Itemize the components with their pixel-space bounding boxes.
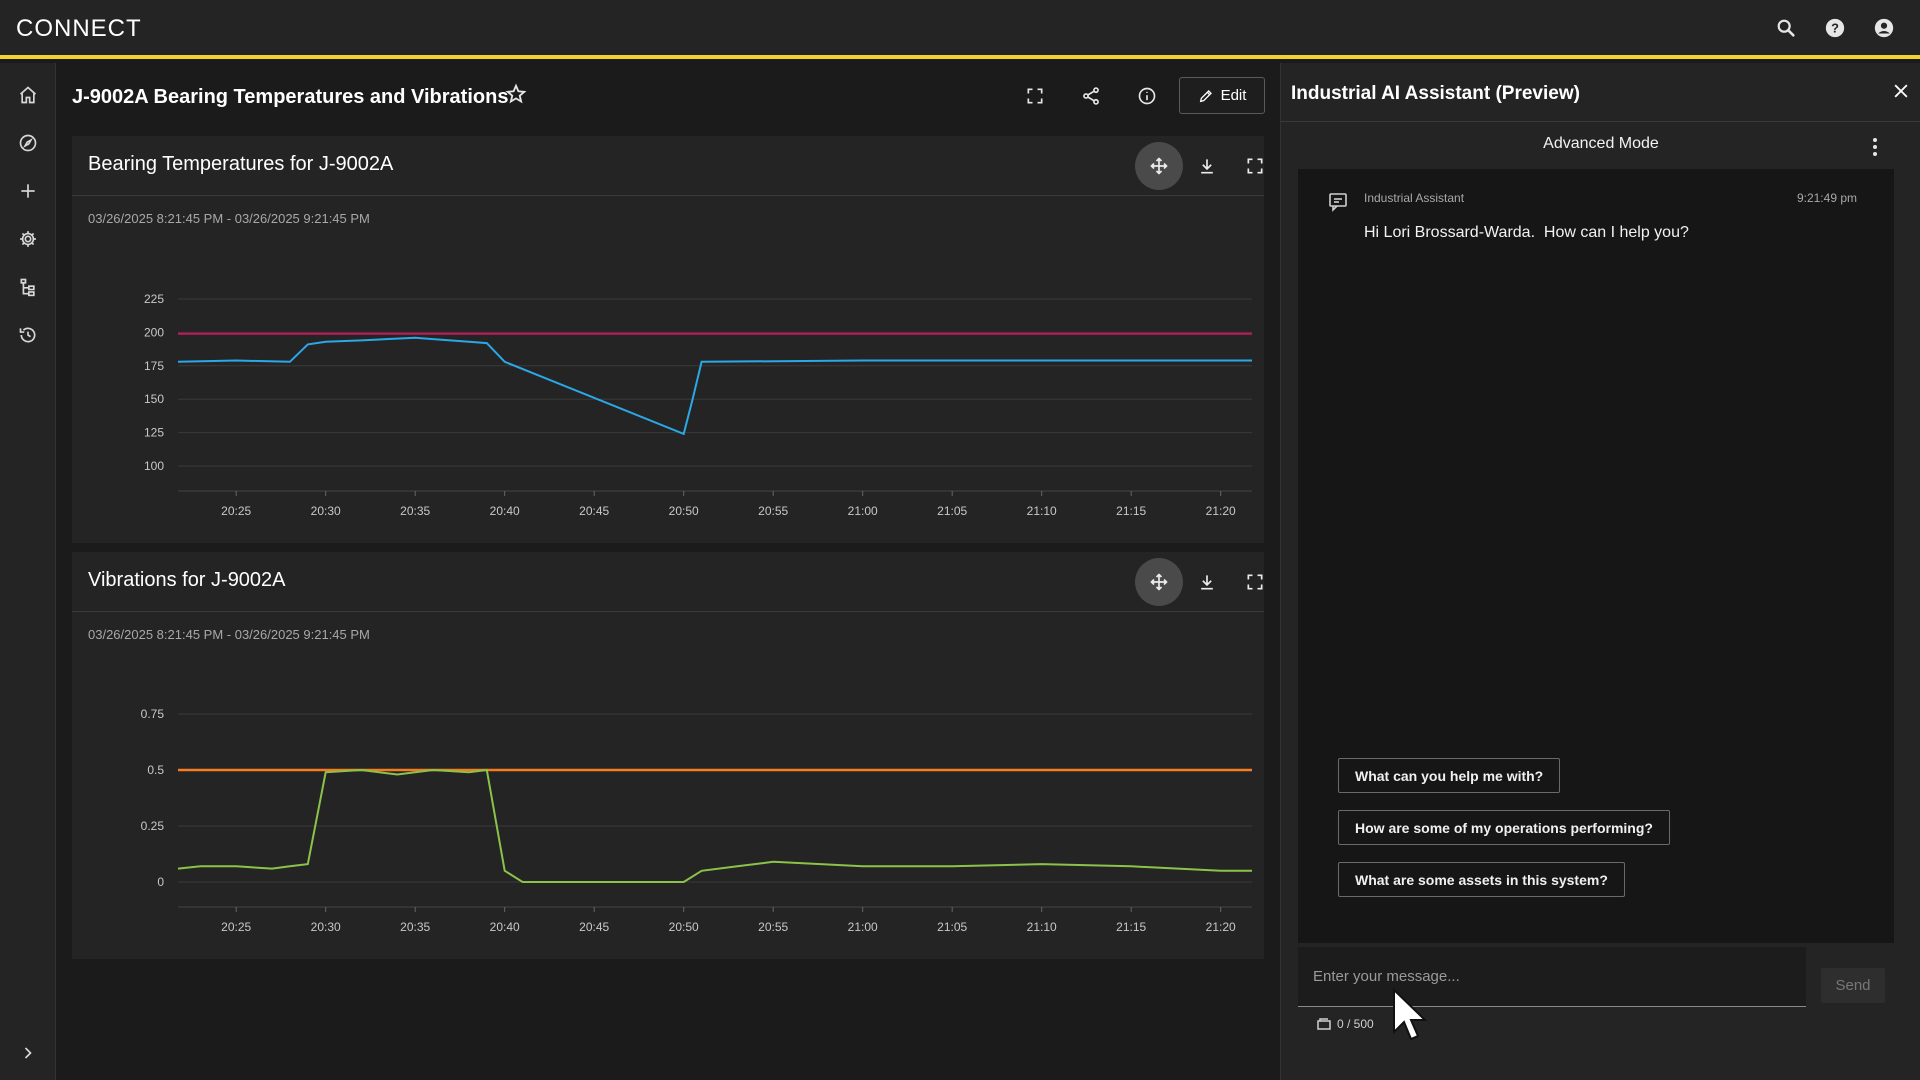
suggestion-button[interactable]: How are some of my operations performing… xyxy=(1338,810,1670,845)
compass-icon[interactable] xyxy=(16,131,40,155)
download-icon[interactable] xyxy=(1183,142,1231,190)
assistant-title: Industrial AI Assistant (Preview) xyxy=(1291,83,1580,104)
gear-icon[interactable] xyxy=(16,227,40,251)
x-tick-label: 21:20 xyxy=(1206,920,1236,934)
x-tick-label: 20:45 xyxy=(579,504,609,518)
message-sender: Industrial Assistant xyxy=(1364,191,1465,205)
temperature-chart: 225 200 175 150 125 100 20:25 20:30 20:35 20:40 20… xyxy=(144,292,1252,518)
x-tick-label: 20:35 xyxy=(400,920,430,934)
help-icon[interactable]: ? xyxy=(1823,16,1847,40)
send-button[interactable]: Send xyxy=(1821,968,1885,1003)
x-tick-label: 21:00 xyxy=(848,504,878,518)
search-icon[interactable] xyxy=(1774,16,1798,40)
x-tick-label: 21:15 xyxy=(1116,504,1146,518)
x-tick-label: 21:05 xyxy=(937,920,967,934)
y-tick-label: 0.25 xyxy=(141,819,165,833)
app-logo[interactable]: CONNECT xyxy=(16,15,142,42)
mouse-cursor-icon xyxy=(1393,988,1428,1041)
favorite-star-icon[interactable] xyxy=(505,83,531,109)
panel-fullscreen-icon[interactable] xyxy=(1231,142,1279,190)
character-counter: 0 / 500 xyxy=(1317,1017,1374,1031)
vibration-chart: 0.75 0.5 0.25 0 20:25 20:30 20:35 20:40 20:45 20:… xyxy=(141,707,1252,934)
share-icon[interactable] xyxy=(1078,83,1104,109)
x-tick-label: 21:10 xyxy=(1027,504,1057,518)
x-tick-label: 20:40 xyxy=(490,920,520,934)
mode-label: Advanced Mode xyxy=(1543,135,1659,152)
edit-button-label: Edit xyxy=(1220,87,1247,104)
vibration-panel: Vibrations for J-9002A 03/26/2025 8:21:4… xyxy=(72,552,1264,959)
dashboard: J-9002A Bearing Temperatures and Vibrati… xyxy=(57,63,1279,1080)
y-tick-label: 0.75 xyxy=(141,707,165,721)
left-nav xyxy=(0,63,56,1080)
download-icon[interactable] xyxy=(1183,558,1231,606)
move-icon[interactable] xyxy=(1135,142,1183,190)
y-tick-label: 200 xyxy=(144,325,164,339)
x-tick-label: 20:50 xyxy=(669,920,699,934)
time-range: 03/26/2025 8:21:45 PM - 03/26/2025 9:21:… xyxy=(88,211,370,226)
x-tick-label: 20:30 xyxy=(311,504,341,518)
x-tick-label: 21:20 xyxy=(1206,504,1236,518)
top-bar: CONNECT ? xyxy=(0,0,1920,59)
svg-text:?: ? xyxy=(1831,21,1839,36)
message-input[interactable] xyxy=(1298,947,1806,1006)
y-tick-label: 100 xyxy=(144,459,164,473)
x-tick-label: 20:55 xyxy=(758,920,788,934)
panel-title: Vibrations for J-9002A xyxy=(88,569,286,591)
suggestion-button[interactable]: What can you help me with? xyxy=(1338,758,1561,793)
page-title: J-9002A Bearing Temperatures and Vibrati… xyxy=(72,86,509,108)
chevron-right-icon[interactable] xyxy=(16,1041,40,1065)
x-tick-label: 20:50 xyxy=(669,504,699,518)
x-tick-label: 20:25 xyxy=(221,504,251,518)
x-tick-label: 20:40 xyxy=(490,504,520,518)
assistant-chat-icon xyxy=(1328,192,1348,212)
move-icon[interactable] xyxy=(1135,558,1183,606)
message-count-icon xyxy=(1317,1018,1331,1030)
x-tick-label: 21:10 xyxy=(1027,920,1057,934)
assistant-panel: Industrial AI Assistant (Preview) Advanc… xyxy=(1280,63,1920,1080)
y-tick-label: 225 xyxy=(144,292,164,306)
panel-header: Vibrations for J-9002A xyxy=(72,552,1264,612)
account-icon[interactable] xyxy=(1872,16,1896,40)
series-line xyxy=(177,336,1252,436)
x-tick-label: 20:35 xyxy=(400,504,430,518)
y-tick-label: 175 xyxy=(144,359,164,373)
x-tick-label: 20:25 xyxy=(221,920,251,934)
y-tick-label: 0.5 xyxy=(147,763,164,777)
chat-window: Industrial Assistant 9:21:49 pm Hi Lori … xyxy=(1298,169,1894,943)
temperature-panel: Bearing Temperatures for J-9002A 03/26/2… xyxy=(72,136,1264,543)
close-icon[interactable] xyxy=(1891,81,1913,103)
x-tick-label: 20:30 xyxy=(311,920,341,934)
pencil-icon xyxy=(1199,89,1212,102)
x-tick-label: 21:15 xyxy=(1116,920,1146,934)
x-tick-label: 20:45 xyxy=(579,920,609,934)
suggestion-button[interactable]: What are some assets in this system? xyxy=(1338,862,1625,897)
message-time: 9:21:49 pm xyxy=(1796,191,1857,205)
history-icon[interactable] xyxy=(16,323,40,347)
panel-title: Bearing Temperatures for J-9002A xyxy=(88,153,394,175)
plus-icon[interactable] xyxy=(16,179,40,203)
info-icon[interactable] xyxy=(1134,83,1160,109)
time-range: 03/26/2025 8:21:45 PM - 03/26/2025 9:21:… xyxy=(88,627,370,642)
divider xyxy=(1281,121,1920,122)
x-tick-label: 21:00 xyxy=(848,920,878,934)
panel-fullscreen-icon[interactable] xyxy=(1231,558,1279,606)
panel-header: Bearing Temperatures for J-9002A xyxy=(72,136,1264,196)
counter-text: 0 / 500 xyxy=(1337,1017,1374,1031)
fullscreen-icon[interactable] xyxy=(1022,83,1048,109)
x-tick-label: 20:55 xyxy=(758,504,788,518)
y-tick-label: 150 xyxy=(144,392,164,406)
message-text: Hi Lori Brossard-Warda. How can I help y… xyxy=(1364,224,1689,241)
y-tick-label: 125 xyxy=(144,426,164,440)
message-input-wrapper xyxy=(1298,947,1806,1007)
edit-button[interactable]: Edit xyxy=(1179,77,1265,114)
x-tick-label: 21:05 xyxy=(937,504,967,518)
y-tick-label: 0 xyxy=(157,875,164,889)
more-options-icon[interactable] xyxy=(1865,135,1885,159)
asset-tree-icon[interactable] xyxy=(16,275,40,299)
home-icon[interactable] xyxy=(16,83,40,107)
series-line xyxy=(177,768,1252,883)
